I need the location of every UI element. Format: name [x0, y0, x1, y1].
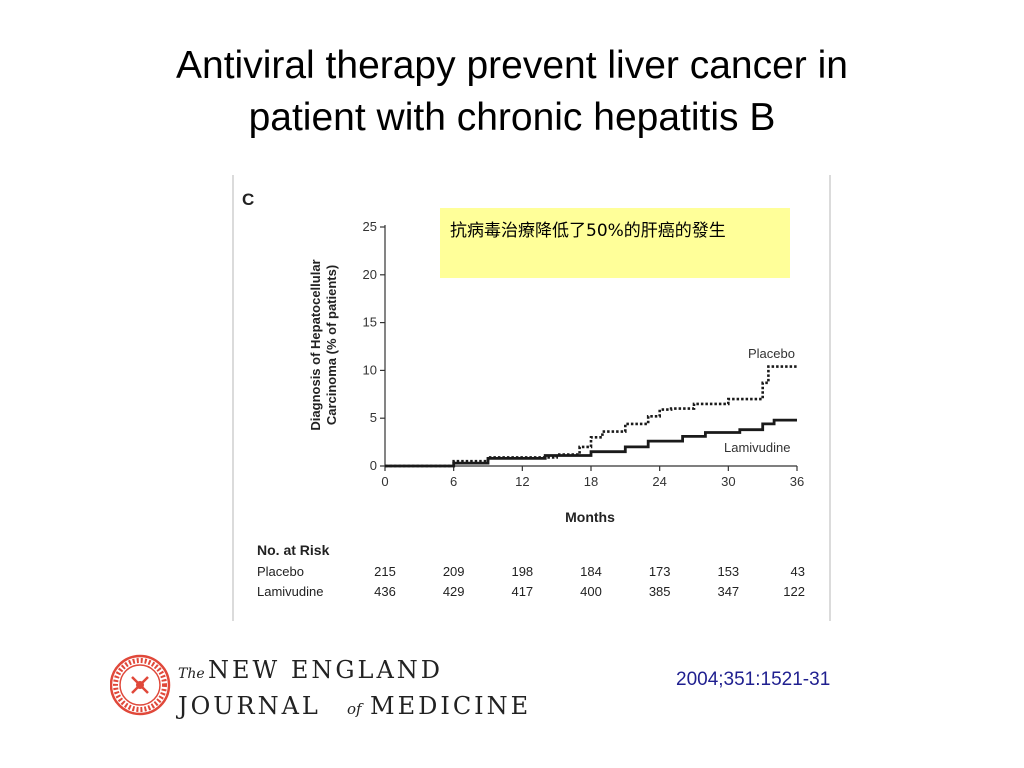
risk-cell: 417 — [511, 584, 533, 599]
risk-cell: 122 — [783, 584, 805, 599]
x-axis-label: Months — [565, 509, 615, 525]
series-lines — [385, 365, 797, 468]
x-tick-label-12: 12 — [515, 474, 529, 489]
x-tick-label-36: 36 — [790, 474, 804, 489]
title-line-1: Antiviral therapy prevent liver cancer i… — [176, 44, 848, 87]
y-tick-label-10: 10 — [363, 362, 377, 377]
x-tick-label-18: 18 — [584, 474, 598, 489]
callout-box: 抗病毒治療降低了50%的肝癌的發生 — [440, 208, 790, 278]
x-tick-label-0: 0 — [381, 474, 388, 489]
y-tick-label-15: 15 — [363, 315, 377, 330]
x-tick-label-6: 6 — [450, 474, 457, 489]
risk-cell: 347 — [717, 584, 739, 599]
journal-line-1: NEW ENGLAND — [208, 656, 443, 684]
journal-of: of — [347, 700, 364, 718]
risk-cell: 385 — [649, 584, 671, 599]
series-line-lamivudine — [385, 418, 797, 468]
risk-cell: 43 — [791, 564, 805, 579]
y-tick-label-25: 25 — [363, 219, 377, 234]
risk-cell: 198 — [511, 564, 533, 579]
risk-cell: 209 — [443, 564, 465, 579]
journal-prefix: The — [178, 666, 205, 682]
ticks: 0 5 10 15 20 25 0 6 12 18 24 30 36 — [363, 219, 805, 489]
y-axis-label: Diagnosis of Hepatocellular Carcinoma (%… — [308, 259, 339, 430]
risk-cell: 400 — [580, 584, 602, 599]
title-line-2: patient with chronic hepatitis B — [248, 96, 776, 139]
series-label-lamivudine: Lamivudine — [724, 440, 791, 455]
y-axis-label-line-1: Diagnosis of Hepatocellular — [308, 259, 323, 430]
risk-cell: 184 — [580, 564, 602, 579]
risk-row-label-lamivudine: Lamivudine — [257, 584, 324, 599]
x-tick-label-30: 30 — [721, 474, 735, 489]
risk-cell: 215 — [374, 564, 396, 579]
risk-cell: 429 — [443, 584, 465, 599]
risk-table: Placebo 215 209 198 184 173 153 43 Lamivudine 436… — [257, 564, 805, 599]
risk-row-label-placebo: Placebo — [257, 564, 304, 579]
citation: 2004;351:1521-31 — [676, 669, 831, 690]
slide-title: Antiviral therapy prevent liver cancer i… — [0, 40, 1024, 144]
series-label-placebo: Placebo — [748, 346, 795, 361]
y-axis-label-line-2: Carcinoma (% of patients) — [324, 265, 339, 425]
risk-cell: 436 — [374, 584, 396, 599]
y-tick-label-5: 5 — [370, 410, 377, 425]
y-tick-label-0: 0 — [370, 458, 377, 473]
risk-cell: 173 — [649, 564, 671, 579]
journal-logo: The NEW ENGLAND JOURNAL of MEDICINE — [109, 650, 570, 725]
y-tick-label-20: 20 — [363, 267, 377, 282]
km-chart: C 0 5 10 15 20 25 0 6 12 18 24 30 36 Months Diagnosi… — [232, 175, 831, 621]
x-tick-label-24: 24 — [652, 474, 666, 489]
risk-cell: 153 — [717, 564, 739, 579]
journal-line-2b: MEDICINE — [370, 692, 531, 720]
panel-label: C — [242, 190, 254, 209]
journal-seal-icon — [109, 654, 171, 716]
risk-table-header: No. at Risk — [257, 542, 330, 558]
journal-line-2a: JOURNAL — [175, 692, 321, 720]
